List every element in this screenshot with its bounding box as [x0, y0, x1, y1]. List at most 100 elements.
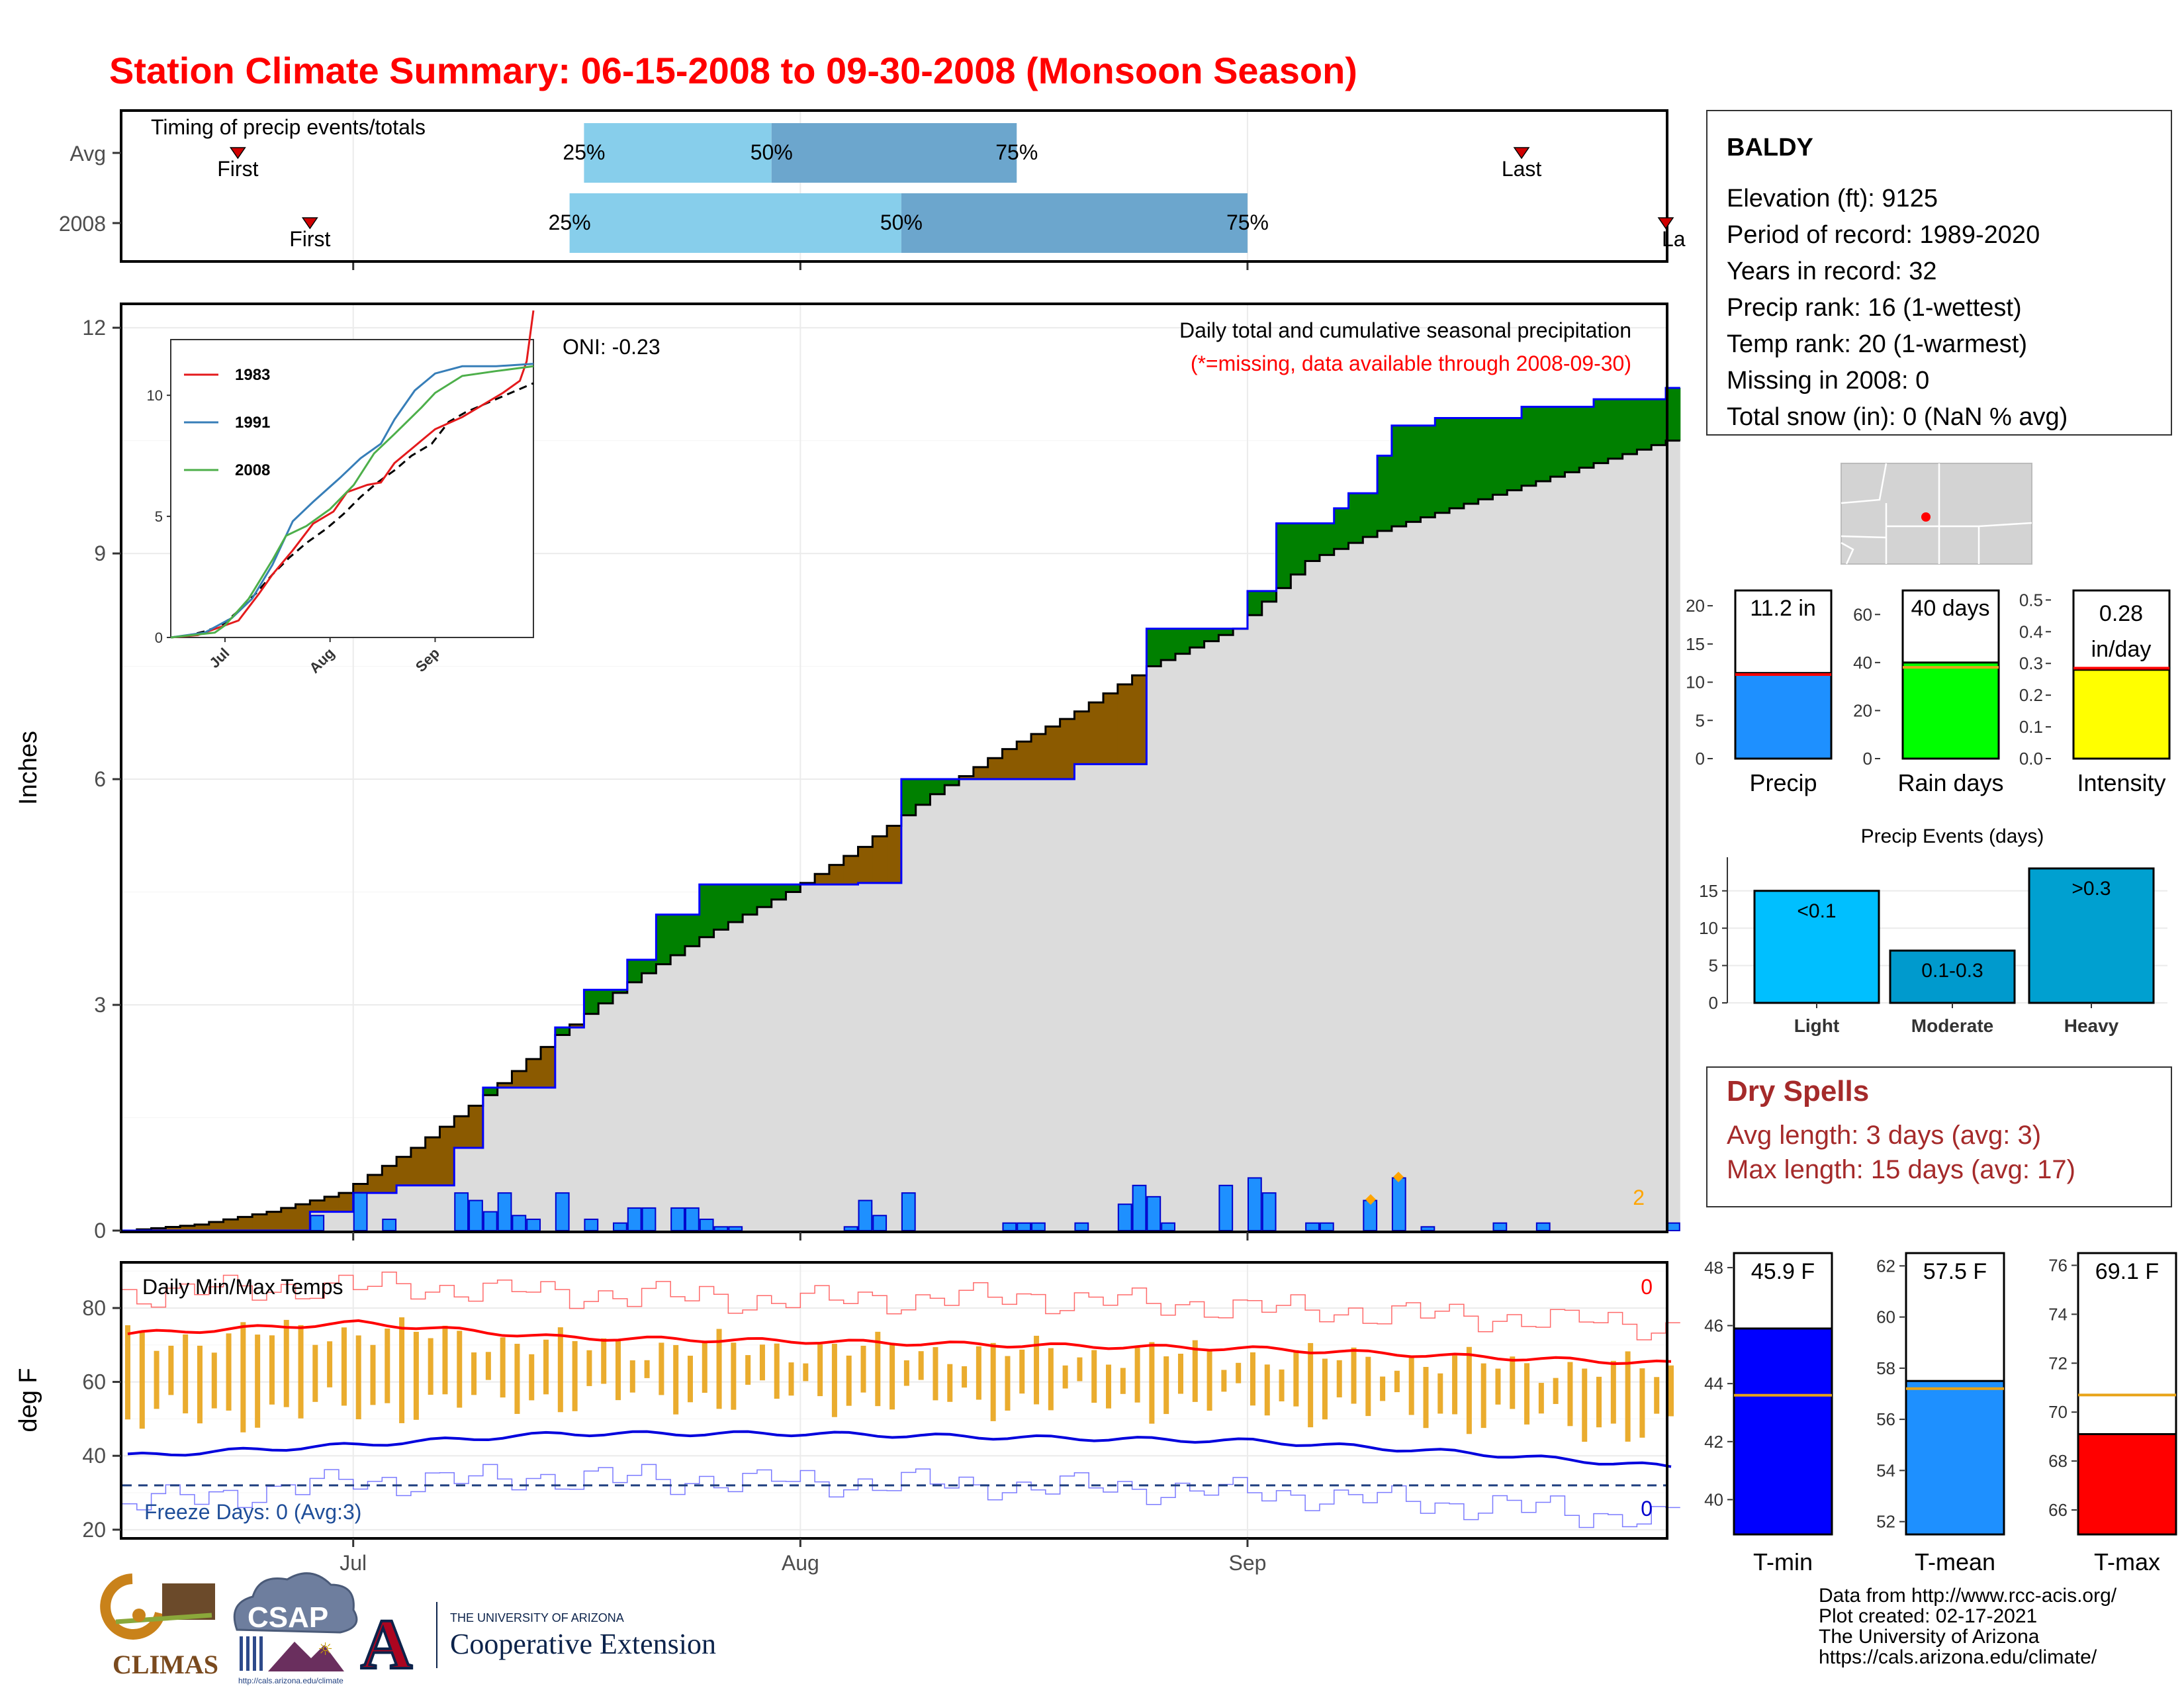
daily-precip-bar — [1420, 1226, 1435, 1231]
station-info-line: Total snow (in): 0 (NaN % avg) — [1727, 403, 2068, 431]
daily-precip-bar — [454, 1192, 469, 1232]
drier-than-avg-area — [1074, 711, 1089, 765]
events-x-tick-label: Light — [1794, 1015, 1839, 1036]
inset-y-tick-label: 0 — [155, 630, 163, 646]
drier-than-avg-area — [1089, 702, 1104, 765]
wetter-than-avg-area — [915, 779, 931, 805]
tmin-y-tick-label: 40 — [1704, 1489, 1723, 1509]
tmax-y-tick-label: 76 — [2048, 1255, 2068, 1275]
inset-x-tick-label: Aug — [306, 645, 338, 677]
daily-temp-range-bar — [572, 1340, 578, 1411]
wetter-than-avg-area — [1535, 406, 1551, 481]
dry-spells-title: Dry Spells — [1727, 1075, 1869, 1107]
wetter-than-avg-area — [1651, 399, 1666, 445]
temp-x-tick-label: Aug — [782, 1551, 819, 1575]
temp-y-tick-label: 40 — [82, 1444, 106, 1468]
wetter-than-avg-area — [1608, 399, 1623, 459]
temp-chart-title: Daily Min/Max Temps — [142, 1275, 343, 1299]
daily-temp-range-bar — [1596, 1376, 1602, 1428]
cold-days-count: 0 — [1641, 1497, 1653, 1521]
daily-temp-range-bar — [1625, 1351, 1631, 1442]
daily-temp-range-bar — [860, 1346, 866, 1393]
wetter-than-avg-area — [1261, 590, 1277, 602]
last-event-marker — [1657, 217, 1674, 230]
wetter-than-avg-area — [1666, 388, 1681, 441]
temp-y-tick-label: 20 — [82, 1518, 106, 1542]
daily-temp-range-bar — [976, 1346, 981, 1400]
dry-spells-avg: Avg length: 3 days (avg: 3) — [1727, 1121, 2041, 1150]
drier-than-avg-area — [497, 1083, 512, 1088]
daily-temp-range-bar — [774, 1343, 780, 1399]
daily-temp-range-bar — [1134, 1347, 1140, 1403]
daily-precip-bar — [1074, 1222, 1089, 1232]
daily-temp-range-bar — [1250, 1352, 1255, 1406]
daily-temp-range-bar — [831, 1343, 837, 1417]
dry-spells-frame — [1706, 1066, 2172, 1207]
wetter-than-avg-area — [1579, 406, 1594, 468]
daily-temp-range-bar — [803, 1363, 809, 1382]
drier-than-avg-area — [281, 1207, 296, 1231]
precip-y-tick-label: 0 — [1696, 749, 1705, 769]
tmin-bar — [1733, 1327, 1833, 1536]
tmean-y-tick-label: 62 — [1876, 1256, 1895, 1276]
daily-temp-range-bar — [457, 1331, 463, 1408]
wetter-than-avg-area — [670, 914, 686, 956]
hot-days-count: 0 — [1641, 1275, 1653, 1299]
observed-cumulative-line — [122, 387, 1680, 1232]
temp-y-tick-label: 60 — [82, 1370, 106, 1394]
wetter-than-avg-area — [656, 914, 671, 964]
events-x-tick-label: Moderate — [1911, 1015, 1993, 1036]
intensity-y-tick-label: 0.3 — [2019, 653, 2043, 673]
timing-pct-label: 25% — [563, 140, 605, 164]
record-max-line — [122, 1272, 1680, 1340]
temp-chart-frame — [120, 1261, 1668, 1540]
inset-frame — [170, 339, 534, 638]
drier-than-avg-area — [843, 855, 859, 885]
daily-temp-range-bar — [154, 1350, 159, 1409]
precip-label: Precip — [1749, 769, 1817, 796]
drier-than-avg-area — [165, 1227, 181, 1231]
daily-temp-range-bar — [659, 1342, 664, 1395]
daily-temp-range-bar — [1221, 1370, 1227, 1392]
drier-than-avg-area — [266, 1211, 282, 1231]
precip-bar — [1734, 672, 1833, 760]
daily-temp-range-bar — [644, 1360, 650, 1378]
precip-y-tick-label: 9 — [94, 541, 106, 565]
drier-than-avg-area — [541, 1047, 556, 1088]
daily-temp-range-bar — [1423, 1366, 1429, 1429]
tmax-y-tick-label: 68 — [2048, 1451, 2068, 1471]
daily-temp-range-bar — [1264, 1364, 1270, 1416]
drier-than-avg-area — [1103, 693, 1118, 765]
wetter-than-avg-area — [1565, 406, 1580, 473]
daily-precip-bar — [1146, 1196, 1161, 1231]
daily-temp-range-bar — [529, 1354, 535, 1401]
drier-than-avg-area — [1117, 684, 1133, 765]
tmean-y-tick-label: 60 — [1876, 1307, 1895, 1327]
station-info-line: Elevation (ft): 9125 — [1727, 185, 1938, 212]
daily-temp-range-bar — [889, 1344, 895, 1410]
wetter-than-avg-area — [1363, 493, 1378, 538]
daily-temp-range-bar — [341, 1327, 347, 1406]
daily-precip-bar — [1218, 1184, 1234, 1232]
wetter-than-avg-area — [944, 779, 960, 786]
precip-y-tick-label: 0 — [94, 1219, 106, 1243]
drier-than-avg-area — [295, 1204, 310, 1231]
daily-temp-range-bar — [673, 1344, 679, 1415]
ua-letter-icon: A — [361, 1605, 412, 1684]
last-event-label: La — [1662, 227, 1686, 251]
daily-temp-range-bar — [1365, 1356, 1371, 1417]
wetter-than-avg-area — [1377, 455, 1392, 531]
drier-than-avg-area — [469, 1105, 484, 1148]
timing-row-2008: 2008 — [59, 212, 106, 236]
raindays-bar — [1901, 661, 2000, 760]
station-info-line: Years in record: 32 — [1727, 258, 1937, 285]
wetter-than-avg-area — [1522, 406, 1537, 486]
ua-bottom-text: Cooperative Extension — [450, 1628, 716, 1660]
wetter-than-avg-area — [1276, 523, 1291, 588]
raindays-label: Rain days — [1897, 769, 2003, 796]
wetter-than-avg-area — [1449, 418, 1465, 508]
daily-temp-range-bar — [370, 1344, 376, 1405]
daily-temp-range-bar — [197, 1345, 203, 1424]
daily-temp-range-bar — [428, 1338, 433, 1395]
daily-temp-range-bar — [918, 1351, 924, 1380]
